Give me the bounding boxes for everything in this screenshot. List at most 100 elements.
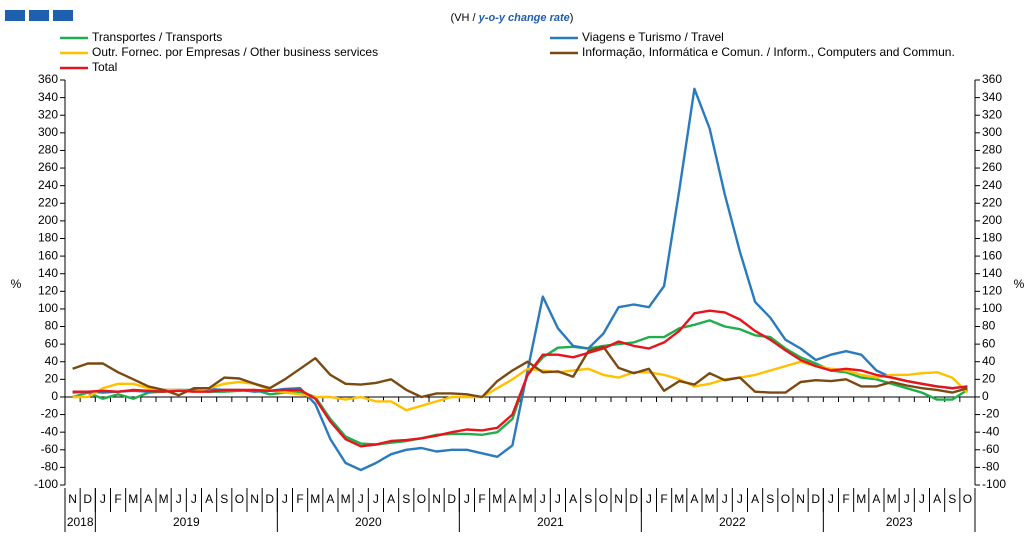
year-label: 2020 [355,515,382,529]
subtitle-part: (VH / [451,12,479,24]
x-tick-label: N [614,492,623,506]
y-tick-label: 120 [38,283,58,297]
y-tick-label: -60 [41,442,59,456]
x-tick-label: A [508,492,516,506]
y2-tick-label: 200 [982,213,1002,227]
y2-tick-label: 80 [982,319,996,333]
logo-block [5,10,25,21]
y-tick-label: 80 [45,319,59,333]
y-tick-label: -80 [41,460,59,474]
x-tick-label: O [963,492,972,506]
x-tick-label: O [417,492,426,506]
year-label: 2019 [173,515,200,529]
x-tick-label: N [432,492,441,506]
y2-tick-label: -100 [982,477,1006,491]
logo-block [29,10,49,21]
legend-label: Informação, Informática e Comun. / Infor… [582,45,955,59]
y-tick-label: 220 [38,195,58,209]
x-tick-label: J [737,492,743,506]
year-label: 2021 [537,515,564,529]
legend-label: Transportes / Transports [92,30,222,44]
x-tick-label: J [722,492,728,506]
y-tick-label: 200 [38,213,58,227]
y2-tick-label: 180 [982,231,1002,245]
legend-label: Total [92,60,117,74]
y2-tick-label: 20 [982,372,996,386]
x-tick-label: J [191,492,197,506]
y-tick-label: -40 [41,424,59,438]
y2-tick-label: 160 [982,248,1002,262]
x-tick-label: D [629,492,638,506]
x-tick-label: F [660,492,667,506]
x-tick-label: J [373,492,379,506]
year-label: 2023 [886,515,913,529]
x-tick-label: M [887,492,897,506]
x-tick-label: S [584,492,592,506]
y2-tick-label: -80 [982,460,1000,474]
y-tick-label: 60 [45,336,59,350]
series-line [72,345,968,399]
y2-tick-label: 40 [982,354,996,368]
subtitle: (VH / y-o-y change rate) [451,12,574,24]
y2-tick-label: -40 [982,424,1000,438]
x-tick-label: O [235,492,244,506]
x-tick-label: F [478,492,485,506]
y2-tick-label: -60 [982,442,1000,456]
x-tick-label: J [100,492,106,506]
y-tick-label: 140 [38,266,58,280]
x-tick-label: A [387,492,395,506]
y-tick-label: 340 [38,90,58,104]
y-tick-label: 320 [38,107,58,121]
x-tick-label: S [948,492,956,506]
x-tick-label: M [128,492,138,506]
x-tick-label: A [933,492,941,506]
x-tick-label: M [674,492,684,506]
x-tick-label: F [842,492,849,506]
x-tick-label: O [781,492,790,506]
y-tick-label: 240 [38,178,58,192]
y2-tick-label: 220 [982,195,1002,209]
y-tick-label: 40 [45,354,59,368]
x-tick-label: J [555,492,561,506]
x-tick-label: J [646,492,652,506]
y-tick-label: -20 [41,407,59,421]
x-tick-label: A [690,492,698,506]
x-tick-label: A [326,492,334,506]
y-tick-label: 20 [45,372,59,386]
y-tick-label: 280 [38,143,58,157]
x-tick-label: S [220,492,228,506]
y-tick-label: 260 [38,160,58,174]
y2-tick-label: 120 [982,283,1002,297]
x-tick-label: N [250,492,259,506]
series-line [72,319,969,446]
logo-block [53,10,73,21]
x-tick-label: O [599,492,608,506]
x-tick-label: M [159,492,169,506]
legend-label: Viagens e Turismo / Travel [582,30,724,44]
y-tick-label: 180 [38,231,58,245]
year-label: 2022 [719,515,746,529]
y2-tick-label: 140 [982,266,1002,280]
x-tick-label: N [796,492,805,506]
x-tick-label: A [144,492,152,506]
series-line [72,309,968,448]
x-tick-label: S [402,492,410,506]
x-tick-label: M [310,492,320,506]
y-tick-label: 300 [38,125,58,139]
y2-tick-label: 340 [982,90,1002,104]
x-tick-label: M [492,492,502,506]
x-tick-label: F [296,492,303,506]
y-tick-label: 0 [51,389,58,403]
y2-tick-label: 320 [982,107,1002,121]
x-tick-label: M [523,492,533,506]
y-tick-label: -100 [34,477,58,491]
x-tick-label: A [205,492,213,506]
subtitle-part: ) [570,12,574,24]
y2-tick-label: 280 [982,143,1002,157]
y2-tick-label: 360 [982,72,1002,86]
y2-tick-label: -20 [982,407,1000,421]
y-tick-label: 160 [38,248,58,262]
x-tick-label: D [83,492,92,506]
x-tick-label: J [176,492,182,506]
